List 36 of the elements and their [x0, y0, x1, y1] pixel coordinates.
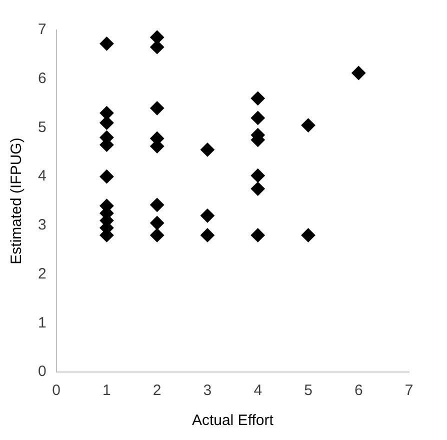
- point: [150, 228, 164, 242]
- point: [100, 36, 114, 51]
- x-tick-label: 6: [354, 382, 363, 400]
- point: [250, 91, 265, 106]
- point: [250, 228, 265, 242]
- point: [301, 228, 316, 242]
- y-tick-label: 5: [38, 118, 46, 136]
- x-tick-label: 5: [304, 382, 312, 400]
- point: [150, 40, 164, 54]
- y-tick-label: 4: [38, 168, 46, 185]
- point: [352, 66, 366, 80]
- y-tick-label: 1: [38, 314, 46, 332]
- y-tick-label: 2: [38, 265, 46, 282]
- point: [250, 168, 265, 183]
- y-axis-title: Estimated (IFPUG): [8, 138, 26, 264]
- point: [200, 142, 214, 157]
- point: [200, 208, 214, 223]
- y-tick-label: 7: [38, 21, 46, 38]
- x-tick-label: 4: [254, 382, 262, 400]
- point: [150, 198, 164, 212]
- x-axis-title: Actual Effort: [192, 412, 274, 430]
- y-tick-label: 0: [38, 363, 46, 380]
- point: [200, 228, 214, 242]
- x-tick-label: 0: [52, 382, 61, 400]
- x-tick-label: 1: [102, 382, 111, 400]
- x-tick-label: 7: [404, 382, 414, 400]
- point: [250, 182, 265, 196]
- point: [150, 216, 164, 230]
- point: [150, 101, 164, 116]
- point: [250, 110, 265, 125]
- y-tick-label: 6: [38, 70, 46, 87]
- x-tick-label: 2: [152, 382, 162, 400]
- point: [301, 118, 316, 132]
- y-tick-label: 3: [38, 216, 46, 234]
- point: [100, 170, 114, 184]
- x-tick-label: 3: [203, 382, 212, 400]
